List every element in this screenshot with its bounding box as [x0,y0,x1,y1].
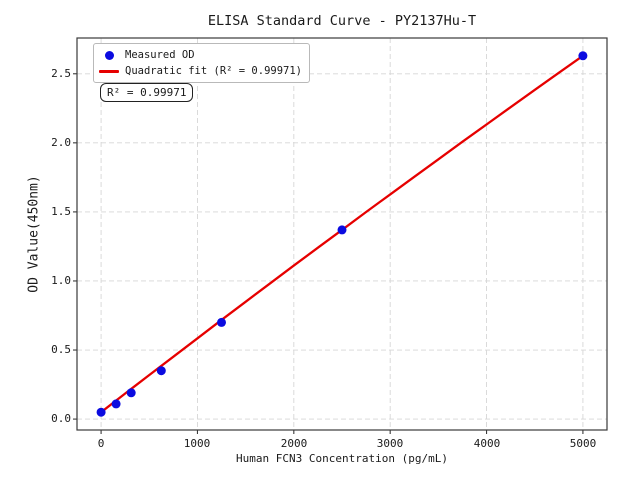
legend: Measured OD Quadratic fit (R² = 0.99971) [93,43,311,83]
legend-item-measured-od: Measured OD [99,47,302,63]
x-tick-label: 4000 [473,437,501,450]
tick-marks [73,73,584,434]
legend-item-quadratic-fit: Quadratic fit (R² = 0.99971) [99,63,302,79]
y-tick-label: 2.5 [51,67,71,80]
y-tick-label: 1.5 [51,205,71,218]
x-tick-label: 2000 [280,437,308,450]
plot-border [76,37,608,431]
x-tick-label: 0 [97,437,105,450]
y-tick-label: 0.0 [51,412,71,425]
data-point [156,366,166,376]
x-axis-label: Human FCN3 Concentration (pg/mL) [236,452,448,465]
x-tick-label: 1000 [183,437,211,450]
r-squared-annotation: R² = 0.99971 [100,83,194,102]
legend-label-quadratic-fit: Quadratic fit (R² = 0.99971) [125,65,303,77]
legend-label-measured-od: Measured OD [125,49,195,61]
data-point [111,399,121,409]
y-tick-label: 2.0 [51,136,71,149]
chart-title: ELISA Standard Curve - PY2137Hu-T [207,13,477,29]
x-tick-label: 3000 [376,437,404,450]
quadratic-fit-line-icon [99,69,119,73]
x-tick-label: 5000 [569,437,597,450]
scatter-points [96,51,588,417]
y-tick-label: 1.0 [51,274,71,287]
data-point [217,317,226,327]
data-point [337,225,347,235]
y-tick-label: 0.5 [51,343,71,356]
data-point [96,407,106,417]
measured-od-dot-icon [104,50,114,60]
gridlines [77,38,607,430]
data-point [126,388,136,398]
data-point [578,51,588,61]
